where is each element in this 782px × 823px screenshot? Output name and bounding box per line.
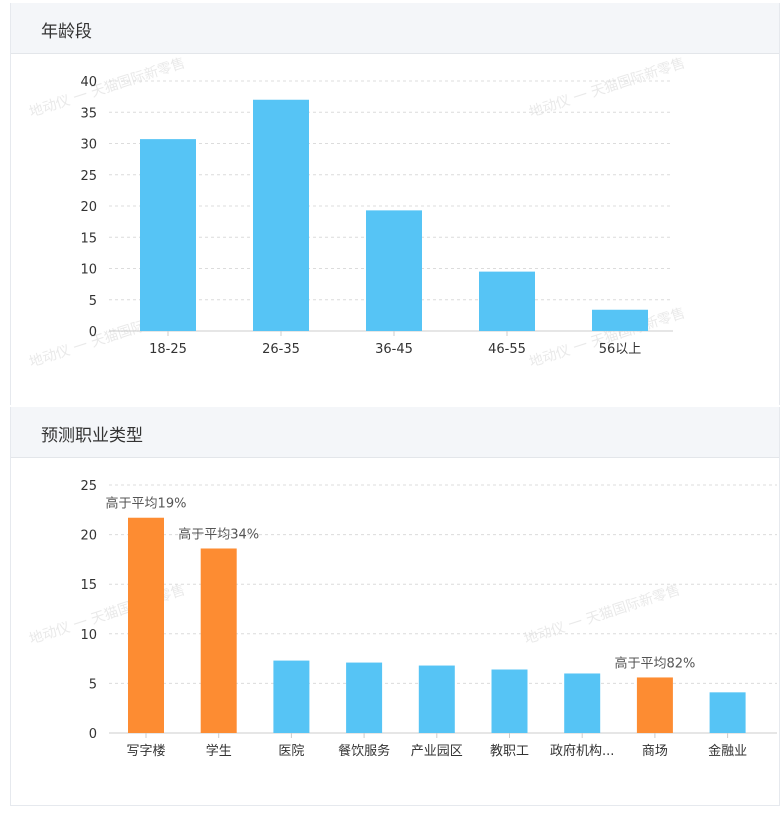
age-bar-chart: 地动仪 一 天猫国际新零售 地动仪 一 天猫国际新零售地动仪 一 天猫国际新零售地…: [27, 55, 687, 371]
age-panel-title: 年龄段: [41, 22, 92, 42]
age-x-tick-label: 36-45: [375, 342, 413, 357]
occupation-x-tick-label: 教职工: [490, 743, 529, 759]
watermark-text: 地动仪 一 天猫国际新零售: [522, 582, 682, 648]
age-bar: [366, 210, 422, 331]
age-y-tick-label: 10: [80, 263, 97, 278]
occupation-bar: [418, 665, 455, 733]
occupation-x-tick-label: 商场: [642, 744, 668, 759]
occupation-x-tick-label: 学生: [206, 743, 232, 759]
occupation-annotation: 高于平均34%: [178, 526, 259, 542]
occupation-bar: [273, 660, 310, 733]
occupation-y-tick-label: 10: [80, 628, 97, 643]
occupation-bar: [709, 692, 746, 733]
age-y-tick-label: 35: [80, 106, 97, 121]
age-y-tick-label: 5: [89, 294, 97, 309]
age-y-tick-label: 0: [89, 325, 97, 340]
occupation-panel-title: 预测职业类型: [41, 426, 143, 446]
age-panel: 年龄段 地动仪 一 天猫国际新零售 地动仪 一 天猫国际新零售 地动仪 一 天猫国际…: [10, 3, 780, 405]
occupation-x-tick-label: 餐饮服务: [338, 743, 390, 759]
occupation-x-tick-label: 金融业: [708, 743, 747, 759]
occupation-y-tick-label: 20: [80, 529, 97, 544]
occupation-y-tick-label: 15: [80, 578, 97, 593]
occupation-annotation: 高于平均19%: [106, 496, 187, 512]
age-y-tick-label: 15: [80, 231, 97, 246]
age-y-tick-label: 30: [80, 138, 97, 153]
occupation-y-tick-label: 25: [80, 479, 97, 494]
watermark-text: 地动仪 一 天猫国际新零售: [527, 55, 687, 121]
occupation-y-tick-label: 5: [89, 677, 97, 692]
age-y-tick-label: 40: [80, 75, 97, 90]
occupation-x-tick-label: 医院: [278, 744, 304, 759]
occupation-bar: [128, 517, 164, 733]
occupation-bar: [346, 662, 383, 733]
occupation-x-tick-label: 产业园区: [411, 744, 463, 759]
occupation-bar: [200, 548, 237, 733]
age-y-tick-label: 25: [80, 169, 97, 184]
occupation-annotation: 高于平均82%: [614, 655, 695, 671]
occupation-bar: [564, 673, 601, 733]
occupation-panel: 预测职业类型 地动仪 一 天猫国际新零售 地动仪 一 天猫国际新零售 0 5 10 15 2…: [10, 407, 780, 806]
occupation-bar: [491, 669, 528, 733]
age-bar: [140, 139, 196, 331]
age-y-tick-label: 20: [80, 200, 97, 215]
age-bar: [253, 99, 309, 331]
occupation-bar: [636, 677, 673, 733]
age-x-tick-label: 56以上: [599, 342, 642, 357]
occupation-y-tick-label: 0: [89, 727, 97, 742]
age-bar: [592, 309, 648, 331]
occupation-panel-header: 预测职业类型: [11, 407, 779, 458]
age-x-tick-label: 46-55: [488, 342, 526, 357]
age-x-tick-label: 26-35: [262, 342, 300, 357]
age-bar: [479, 271, 535, 331]
occupation-x-tick-label: 写字楼: [126, 744, 165, 759]
age-x-tick-label: 18-25: [149, 342, 187, 357]
watermark-text: 地动仪 一 天猫国际新零售: [27, 55, 187, 121]
occupation-x-tick-label: 政府机构...: [550, 744, 614, 759]
occupation-bar-chart: 地动仪 一 天猫国际新零售 地动仪 一 天猫国际新零售0510152025高于平均…: [27, 479, 777, 759]
age-panel-header: 年龄段: [11, 3, 779, 54]
